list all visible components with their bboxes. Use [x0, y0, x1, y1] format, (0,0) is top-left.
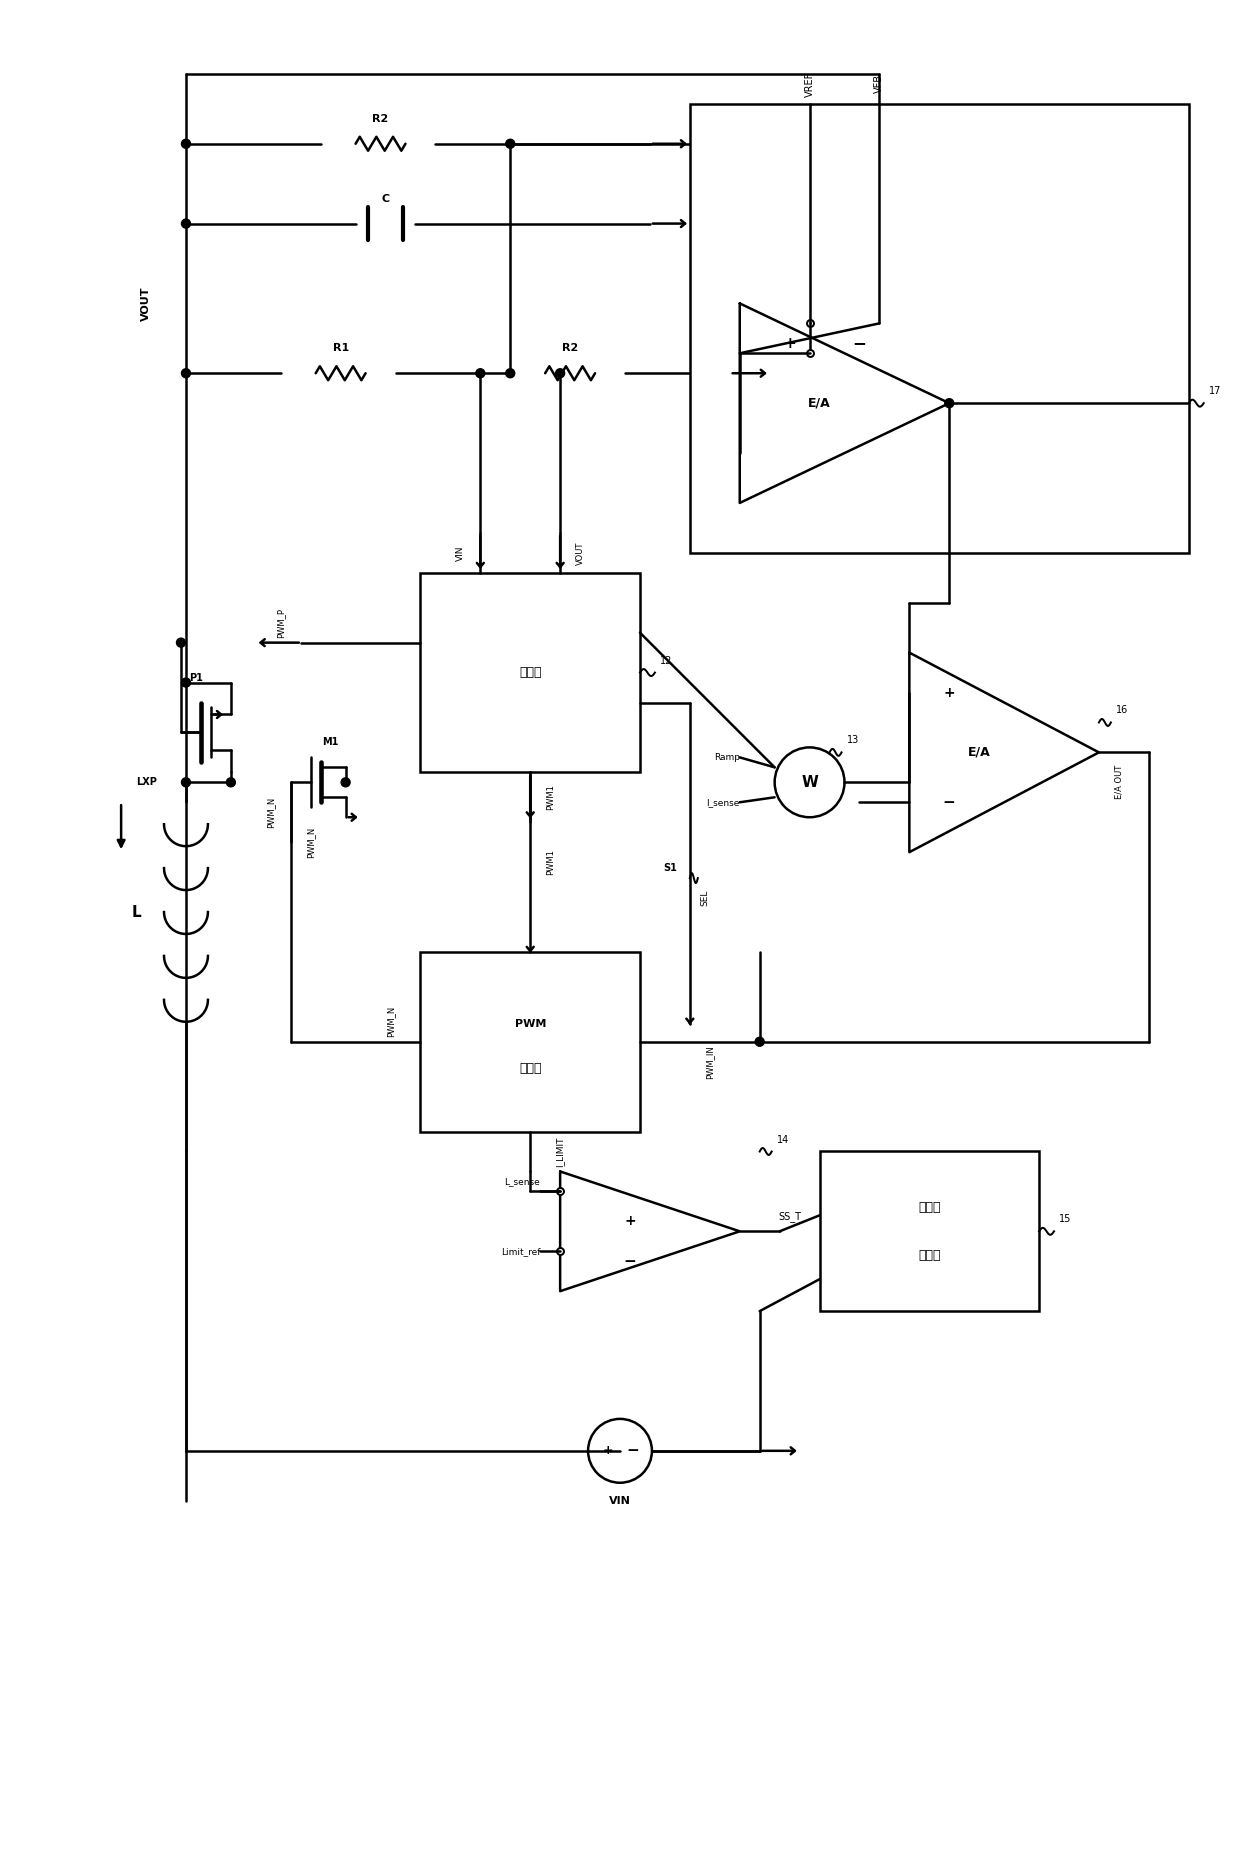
Text: 驱动器: 驱动器	[520, 1063, 542, 1076]
Text: 门控器: 门控器	[520, 667, 542, 680]
Text: PWM_N: PWM_N	[386, 1006, 396, 1037]
Text: 15: 15	[1059, 1215, 1071, 1224]
Circle shape	[181, 778, 191, 787]
Text: Limit_ref: Limit_ref	[501, 1246, 541, 1256]
Text: 14: 14	[776, 1135, 789, 1145]
Text: LXP: LXP	[135, 778, 156, 787]
Text: 17: 17	[1209, 387, 1221, 396]
Circle shape	[181, 139, 191, 148]
FancyBboxPatch shape	[420, 572, 640, 772]
Text: SS_T: SS_T	[779, 1211, 801, 1222]
Text: 计时器: 计时器	[918, 1248, 941, 1261]
Circle shape	[476, 369, 485, 378]
Text: VOUT: VOUT	[141, 287, 151, 320]
Text: R1: R1	[332, 343, 348, 354]
FancyBboxPatch shape	[820, 1152, 1039, 1311]
FancyBboxPatch shape	[420, 952, 640, 1132]
Text: L: L	[131, 904, 141, 920]
Text: VFB: VFB	[874, 74, 884, 93]
Circle shape	[176, 639, 186, 646]
Circle shape	[755, 1037, 764, 1046]
Text: I_LIMIT: I_LIMIT	[556, 1137, 564, 1167]
Circle shape	[506, 139, 515, 148]
Text: +: +	[784, 335, 796, 350]
Text: 软启动: 软启动	[918, 1200, 941, 1213]
Text: +: +	[944, 685, 955, 700]
Text: 13: 13	[847, 735, 859, 745]
Text: 16: 16	[1116, 706, 1128, 715]
Text: C: C	[382, 194, 389, 204]
Circle shape	[181, 219, 191, 228]
Text: L_sense: L_sense	[505, 1176, 541, 1185]
Text: PWM1: PWM1	[546, 850, 554, 876]
Text: M1: M1	[322, 737, 339, 748]
Text: −: −	[624, 1254, 636, 1269]
Text: I_sense: I_sense	[707, 798, 740, 807]
Circle shape	[181, 678, 191, 687]
Text: +: +	[603, 1445, 614, 1458]
Text: E/A: E/A	[808, 396, 831, 409]
Circle shape	[556, 369, 564, 378]
Text: −: −	[942, 795, 956, 809]
FancyBboxPatch shape	[689, 104, 1189, 554]
Text: Ramp: Ramp	[714, 754, 740, 761]
Text: PWM_N: PWM_N	[267, 796, 275, 828]
Circle shape	[181, 369, 191, 378]
Text: 12: 12	[660, 656, 672, 665]
Text: PWM_IN: PWM_IN	[706, 1045, 714, 1078]
Text: VIN: VIN	[609, 1496, 631, 1506]
Circle shape	[227, 778, 236, 787]
Text: E/A OUT: E/A OUT	[1115, 765, 1123, 800]
Text: SEL: SEL	[701, 889, 709, 906]
Text: −: −	[626, 1443, 640, 1458]
Text: −: −	[853, 335, 867, 352]
Text: PWM_P: PWM_P	[277, 607, 285, 637]
Text: PWM: PWM	[515, 1019, 546, 1028]
Circle shape	[945, 398, 954, 407]
Text: VREF: VREF	[805, 70, 815, 96]
Circle shape	[506, 369, 515, 378]
Text: PWM1: PWM1	[546, 785, 554, 809]
Text: +: +	[624, 1215, 636, 1228]
Text: R2: R2	[372, 113, 388, 124]
Text: S1: S1	[663, 863, 677, 872]
Text: VIN: VIN	[456, 544, 465, 561]
Circle shape	[341, 778, 350, 787]
Text: VOUT: VOUT	[575, 541, 584, 565]
Text: E/A: E/A	[967, 746, 991, 759]
Text: P1: P1	[188, 672, 203, 683]
Text: W: W	[801, 774, 818, 789]
Text: R2: R2	[562, 343, 578, 354]
Text: PWM_N: PWM_N	[306, 826, 315, 857]
